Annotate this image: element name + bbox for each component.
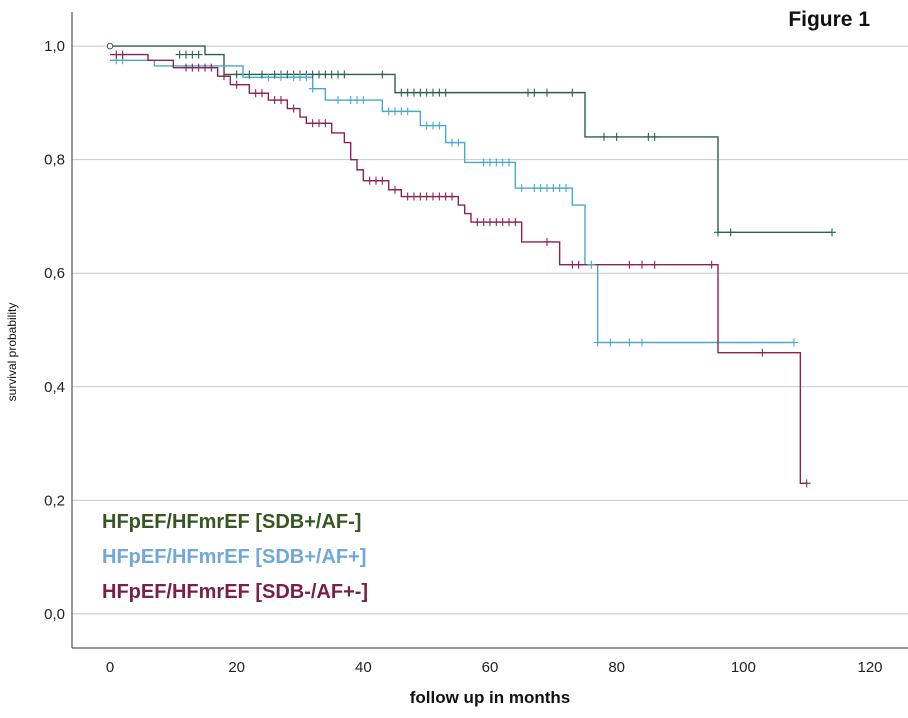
censor-mark bbox=[245, 70, 254, 79]
x-tick-label: 100 bbox=[731, 659, 756, 676]
censor-mark bbox=[378, 176, 387, 185]
censor-mark bbox=[562, 184, 570, 193]
censor-mark bbox=[625, 260, 634, 269]
censor-mark bbox=[321, 119, 330, 128]
censor-mark bbox=[277, 73, 285, 82]
censor-mark bbox=[638, 338, 646, 347]
censor-mark bbox=[258, 70, 266, 79]
censor-mark bbox=[118, 50, 127, 59]
start-point bbox=[106, 42, 114, 50]
x-axis-label: follow up in months bbox=[409, 688, 571, 707]
censor-mark bbox=[220, 72, 228, 81]
legend-item-sdb-pos-af-pos: HFpEF/HFmrEF [SDB+/AF+] bbox=[102, 546, 367, 568]
x-tick-label: 0 bbox=[106, 659, 114, 676]
series-line-2 bbox=[110, 59, 794, 344]
censor-mark bbox=[606, 338, 615, 347]
censor-mark bbox=[511, 218, 520, 227]
censor-mark bbox=[612, 132, 621, 141]
series-line-3 bbox=[110, 53, 807, 485]
y-tick-label: 0,6 bbox=[44, 265, 65, 282]
censor-mark bbox=[194, 50, 203, 59]
censor-mark bbox=[828, 228, 836, 237]
censor-mark bbox=[505, 158, 513, 167]
censor-mark bbox=[543, 237, 551, 246]
censor-mark bbox=[264, 73, 273, 82]
censor-mark bbox=[802, 479, 811, 488]
censor-mark bbox=[441, 88, 450, 97]
censor-mark bbox=[625, 338, 634, 347]
x-tick-label: 80 bbox=[608, 659, 625, 676]
censor-mark bbox=[277, 96, 285, 105]
censor-mark bbox=[207, 63, 216, 72]
censor-mark bbox=[258, 89, 266, 98]
y-tick-label: 0,0 bbox=[44, 606, 65, 623]
censor-mark bbox=[378, 70, 387, 79]
censor-mark bbox=[593, 338, 602, 347]
censor-mark bbox=[638, 260, 646, 269]
censor-mark bbox=[587, 260, 596, 269]
censor-mark bbox=[289, 104, 298, 113]
censor-mark bbox=[543, 88, 551, 97]
censor-mark bbox=[435, 121, 444, 130]
censor-mark bbox=[726, 228, 735, 237]
series-lines bbox=[110, 45, 832, 485]
legend: HFpEF/HFmrEF [SDB+/AF-] HFpEF/HFmrEF [SD… bbox=[102, 505, 368, 610]
y-tick-label: 0,2 bbox=[44, 492, 65, 509]
y-tick-labels: 0,0 0,2 0,4 0,6 0,8 1,0 bbox=[44, 38, 65, 623]
y-axis-label: survival probability bbox=[5, 302, 19, 402]
censor-mark bbox=[232, 70, 241, 79]
censor-mark bbox=[308, 84, 317, 93]
y-tick-label: 0,4 bbox=[44, 379, 65, 396]
censor-mark bbox=[600, 132, 608, 141]
legend-item-sdb-neg-af-any: HFpEF/HFmrEF [SDB-/AF+-] bbox=[102, 581, 369, 603]
y-tick-label: 1,0 bbox=[44, 38, 65, 55]
censor-mark bbox=[568, 88, 577, 97]
axes bbox=[71, 12, 908, 649]
y-tick-label: 0,8 bbox=[44, 152, 65, 169]
censor-mark bbox=[707, 260, 716, 269]
censor-mark bbox=[650, 132, 659, 141]
censor-mark bbox=[574, 260, 583, 269]
censor-mark bbox=[758, 348, 767, 357]
series-line-1 bbox=[110, 45, 832, 234]
legend-item-sdb-pos-af-neg: HFpEF/HFmrEF [SDB+/AF-] bbox=[102, 511, 362, 533]
censor-mark bbox=[530, 88, 539, 97]
censor-mark bbox=[334, 96, 342, 105]
censor-mark bbox=[302, 73, 311, 82]
censor-mark bbox=[391, 185, 399, 194]
censor-marks bbox=[106, 42, 836, 488]
x-tick-label: 120 bbox=[857, 659, 882, 676]
censor-mark bbox=[714, 228, 722, 237]
figure-label: Figure 1 bbox=[788, 8, 870, 31]
x-tick-label: 40 bbox=[355, 659, 372, 676]
censor-mark bbox=[232, 80, 241, 89]
censor-mark bbox=[359, 96, 368, 105]
censor-mark bbox=[790, 338, 798, 347]
censor-mark bbox=[403, 107, 412, 116]
censor-mark bbox=[340, 70, 349, 79]
censor-mark bbox=[454, 138, 463, 147]
x-tick-label: 20 bbox=[228, 659, 245, 676]
censor-mark bbox=[650, 260, 659, 269]
x-tick-labels: 0 20 40 60 80 100 120 bbox=[106, 659, 883, 676]
censor-mark bbox=[517, 184, 526, 193]
x-tick-label: 60 bbox=[482, 659, 499, 676]
censor-mark bbox=[448, 192, 456, 201]
